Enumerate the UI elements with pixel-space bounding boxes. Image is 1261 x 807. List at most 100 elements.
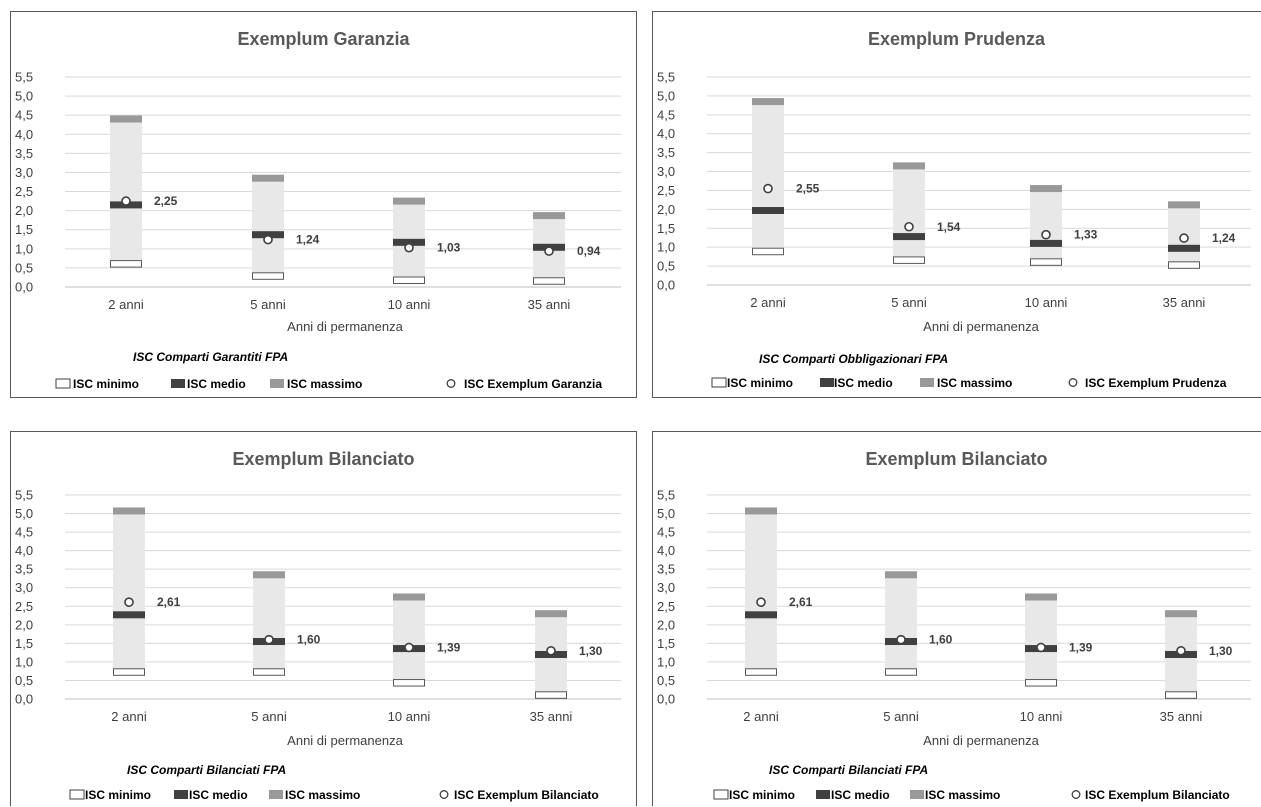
chart-panel-prudenza: Exemplum Prudenza 0,0 0,5 1,0 1,5 2,0 2,5 3,0 3,… (652, 11, 1261, 398)
medio-mark (1030, 239, 1062, 247)
massimo-mark (110, 115, 142, 123)
minimo-mark (113, 668, 145, 676)
data-label: 1,03 (437, 241, 461, 255)
range-bar (885, 574, 917, 673)
y-tick-label: 3,0 (657, 164, 675, 179)
y-tick-label: 5,0 (657, 88, 675, 103)
legend-label-medio: ISC medio (831, 788, 890, 802)
massimo-mark (533, 212, 565, 220)
y-tick-label: 5,0 (15, 506, 33, 521)
chart-svg: Exemplum Prudenza 0,0 0,5 1,0 1,5 2,0 2,5 3,0 3,… (657, 29, 1251, 390)
data-label: 2,25 (154, 194, 178, 208)
y-tick-label: 0,5 (15, 260, 33, 275)
data-label: 1,54 (937, 220, 961, 234)
chart-title: Exemplum Bilanciato (232, 449, 414, 469)
data-label: 2,61 (157, 595, 181, 609)
y-tick-label: 3,5 (657, 562, 675, 577)
minimo-mark (1030, 258, 1062, 266)
minimo-mark (535, 691, 567, 699)
chart-title: Exemplum Bilanciato (865, 449, 1047, 469)
y-tick-label: 5,0 (15, 89, 33, 104)
exemplum-marker (904, 221, 914, 232)
y-tick-label: 2,5 (15, 184, 33, 199)
legend-swatch-minimo (711, 377, 727, 388)
legend-label-exemplum: ISC Exemplum Bilanciato (454, 788, 599, 802)
legend-label-exemplum: ISC Exemplum Bilanciato (1085, 788, 1230, 802)
medio-mark (893, 233, 925, 241)
y-tick-label: 0,5 (657, 673, 675, 688)
range-bar (1030, 188, 1062, 263)
range-bar (113, 510, 145, 673)
data-label: 1,24 (296, 233, 320, 247)
legend-label-minimo: ISC minimo (727, 376, 793, 390)
legend-swatch-massimo (270, 379, 284, 388)
legend-swatch-massimo (269, 790, 283, 799)
minimo-mark (1165, 691, 1197, 699)
x-tick-label: 2 anni (108, 297, 144, 312)
massimo-mark (1030, 185, 1062, 193)
data-label: 2,61 (789, 595, 813, 609)
y-tick-label: 4,5 (657, 107, 675, 122)
y-tick-label: 1,5 (657, 636, 675, 651)
y-tick-label: 5,5 (657, 70, 675, 85)
massimo-mark (393, 197, 425, 205)
x-tick-label: 10 anni (1020, 709, 1063, 724)
y-tick-label: 4,5 (15, 525, 33, 540)
range-bar (752, 101, 784, 252)
exemplum-marker (544, 246, 554, 256)
data-label: 1,30 (1209, 644, 1233, 658)
legend-marker-exemplum (439, 790, 449, 799)
exemplum-marker (763, 183, 773, 194)
legend-label-medio: ISC medio (834, 376, 893, 390)
legend-marker-exemplum (1068, 378, 1078, 387)
legend-swatch-massimo (920, 378, 934, 387)
data-label: 1,39 (437, 640, 461, 654)
x-axis-title: Anni di permanenza (287, 733, 403, 748)
legend-swatch-medio (171, 379, 185, 388)
legend-label-massimo: ISC massimo (937, 376, 1012, 390)
y-tick-label: 5,5 (657, 488, 675, 503)
y-tick-label: 1,5 (15, 636, 33, 651)
y-tick-label: 4,0 (657, 543, 675, 558)
y-tick-label: 1,0 (657, 240, 675, 255)
y-tick-label: 2,5 (657, 183, 675, 198)
y-tick-label: 1,0 (15, 654, 33, 669)
x-tick-label: 35 anni (528, 297, 571, 312)
x-tick-label: 35 anni (530, 709, 573, 724)
x-tick-label: 2 anni (750, 295, 786, 310)
x-tick-label: 10 anni (1025, 295, 1068, 310)
y-tick-label: 3,0 (657, 580, 675, 595)
y-tick-label: 2,0 (15, 617, 33, 632)
y-tick-label: 1,5 (15, 222, 33, 237)
x-tick-label: 5 anni (891, 295, 927, 310)
range-bar (893, 165, 925, 261)
medio-mark (393, 238, 425, 246)
y-tick-label: 5,5 (15, 70, 33, 85)
exemplum-marker (121, 196, 131, 206)
y-tick-label: 3,5 (657, 145, 675, 160)
chart-svg: Exemplum Bilanciato 0,0 0,5 1,0 1,5 2,0 2,5 3,0… (657, 449, 1251, 802)
massimo-mark (745, 507, 777, 515)
minimo-mark (745, 668, 777, 676)
y-tick-label: 4,0 (15, 543, 33, 558)
chart-subtitle: ISC Comparti Obbligazionari FPA (759, 352, 948, 366)
massimo-mark (1165, 610, 1197, 618)
x-tick-label: 2 anni (743, 709, 779, 724)
exemplum-marker (404, 242, 414, 253)
legend-swatch-massimo (910, 790, 924, 799)
massimo-mark (885, 571, 917, 579)
x-tick-label: 10 anni (388, 709, 431, 724)
y-tick-label: 4,5 (657, 525, 675, 540)
y-tick-label: 4,0 (657, 126, 675, 141)
x-tick-label: 5 anni (250, 297, 286, 312)
chart-svg: Exemplum Bilanciato 0,0 0,5 1,0 1,5 2,0 2,5 3,0… (15, 449, 621, 802)
y-tick-label: 4,5 (15, 108, 33, 123)
y-tick-label: 0,0 (657, 692, 675, 707)
legend-label-medio: ISC medio (189, 788, 248, 802)
legend-swatch-minimo (713, 789, 729, 800)
exemplum-marker (1041, 229, 1051, 240)
legend-swatch-medio (820, 378, 834, 387)
minimo-mark (1025, 679, 1057, 687)
legend-label-minimo: ISC minimo (729, 788, 795, 802)
minimo-mark (393, 679, 425, 687)
